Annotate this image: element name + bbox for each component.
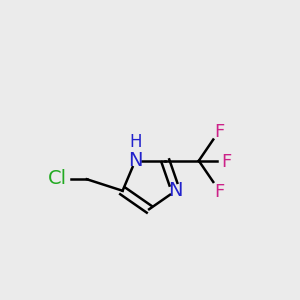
Text: N: N — [128, 151, 142, 170]
Text: H: H — [129, 133, 142, 151]
Text: N: N — [168, 181, 183, 200]
Text: F: F — [214, 183, 225, 201]
Text: F: F — [214, 123, 225, 141]
Text: Cl: Cl — [48, 169, 68, 188]
Text: F: F — [221, 153, 232, 171]
